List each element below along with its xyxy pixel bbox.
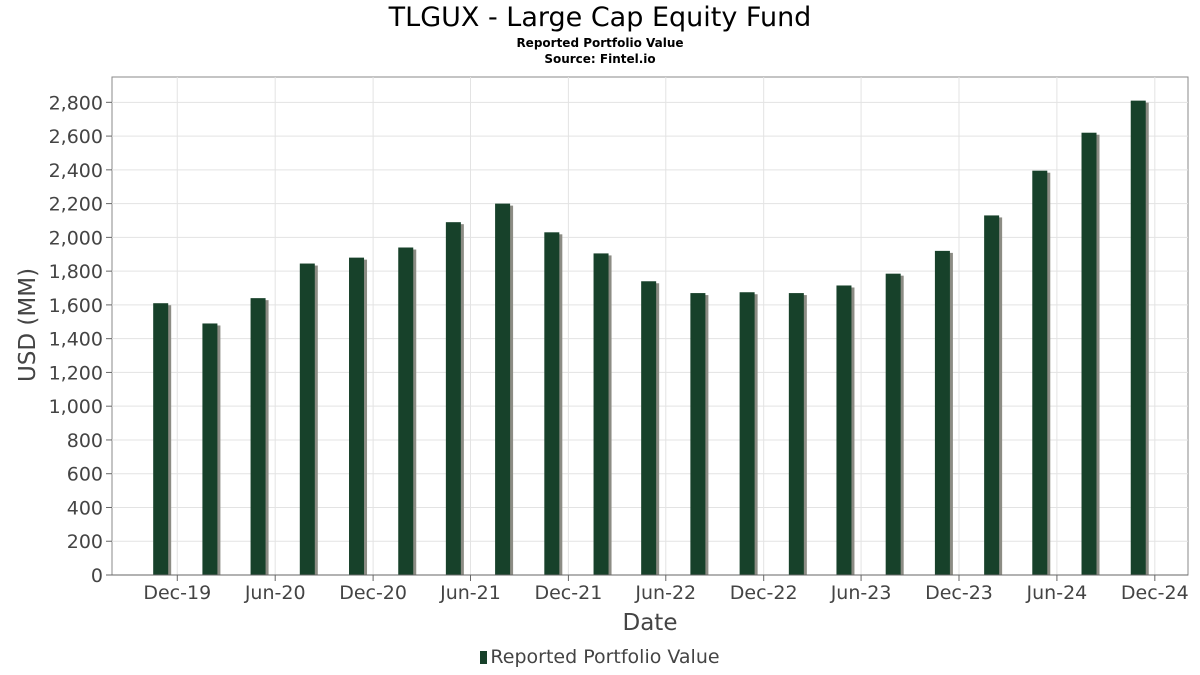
bar [836,285,852,575]
y-tick-label: 1,400 [49,329,103,351]
bar [299,263,315,575]
x-tick-label: Dec-24 [1121,582,1189,604]
y-tick-label: 1,000 [49,396,103,418]
bar [250,298,266,575]
y-axis-title: USD (MM) [15,268,41,382]
x-tick-label: Jun-23 [830,582,892,604]
y-tick-label: 400 [67,497,103,519]
y-axis-ticks: 0 200 400 600 800 1,000 1,200 1,400 1,600 1,800 2,… [49,92,112,587]
x-tick-label: Jun-24 [1026,582,1088,604]
y-tick-label: 200 [67,531,103,553]
bar [495,203,511,575]
chart-legend: Reported Portfolio Value [0,646,1200,668]
bar [641,281,657,575]
bar [544,232,560,575]
chart-titles: TLGUX - Large Cap Equity Fund Reported P… [0,0,1200,67]
x-axis-ticks: Dec-19 Jun-20 Dec-20 Jun-21 Dec-21 Jun-22 Dec-… [143,575,1189,604]
bar [690,293,706,575]
x-tick-label: Dec-20 [339,582,407,604]
x-tick-label: Dec-19 [143,582,211,604]
y-tick-label: 1,600 [49,295,103,317]
bar [885,273,901,575]
bar [984,215,1000,575]
bar [398,247,414,575]
chart-subtitle: Reported Portfolio Value [516,36,684,50]
x-tick-label: Dec-22 [730,582,798,604]
x-tick-label: Dec-23 [925,582,993,604]
bar [445,222,461,575]
bar [1130,100,1146,575]
y-tick-label: 1,200 [49,362,103,384]
x-tick-label: Jun-22 [634,582,696,604]
x-tick-label: Dec-21 [534,582,602,604]
y-tick-label: 0 [91,565,103,587]
x-tick-label: Jun-20 [244,582,306,604]
y-tick-label: 600 [67,464,103,486]
bar [593,253,609,576]
y-tick-label: 1,800 [49,261,103,283]
bar [349,257,365,575]
chart-title: TLGUX - Large Cap Equity Fund [388,2,812,33]
y-tick-label: 2,000 [49,227,103,249]
bar [739,292,755,575]
bar [934,250,950,575]
y-tick-label: 2,800 [49,92,103,114]
bar [153,303,169,575]
bars [153,100,1149,576]
bar [202,323,218,575]
legend-swatch [480,651,488,664]
y-tick-label: 2,200 [49,194,103,216]
x-tick-label: Jun-21 [439,582,501,604]
y-tick-label: 800 [67,430,103,452]
y-tick-label: 2,600 [49,126,103,148]
bar [788,293,804,575]
bar [1081,132,1097,575]
bar [1032,170,1048,575]
x-axis-title: Date [623,610,678,636]
legend-label: Reported Portfolio Value [490,646,720,668]
chart-source: Source: Fintel.io [544,52,656,66]
y-tick-label: 2,400 [49,160,103,182]
